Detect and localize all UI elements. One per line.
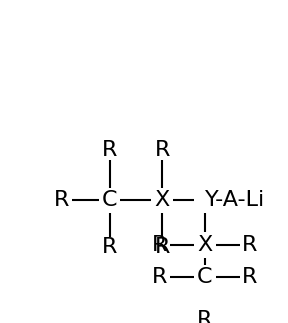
- Text: C: C: [197, 267, 213, 287]
- Text: Y-A-Li: Y-A-Li: [205, 191, 265, 211]
- Text: R: R: [152, 235, 168, 255]
- Text: R: R: [197, 310, 213, 323]
- Text: R: R: [242, 235, 257, 255]
- Text: R: R: [155, 141, 170, 161]
- Text: R: R: [102, 237, 117, 257]
- Text: R: R: [242, 267, 257, 287]
- Text: R: R: [152, 267, 168, 287]
- Text: C: C: [102, 191, 118, 211]
- Text: R: R: [54, 191, 69, 211]
- Text: X: X: [197, 235, 213, 255]
- Text: R: R: [155, 237, 170, 257]
- Text: X: X: [155, 191, 170, 211]
- Text: R: R: [102, 141, 117, 161]
